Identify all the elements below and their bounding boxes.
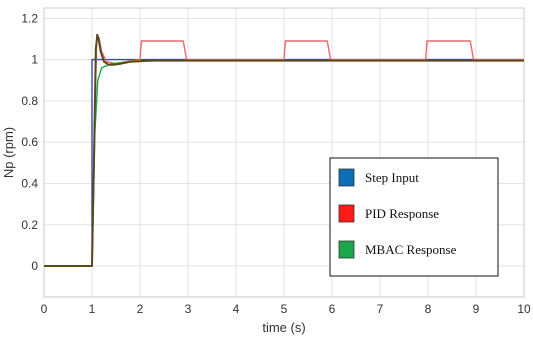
legend-swatch	[338, 168, 355, 187]
y-tick-label: 0	[31, 259, 38, 273]
x-tick-label: 1	[89, 302, 96, 316]
legend-label: MBAC Response	[365, 242, 457, 257]
plot-area	[43, 7, 525, 298]
legend: Step Input PID Response MBAC Response	[329, 157, 499, 277]
legend-box	[329, 157, 499, 277]
axis-ticks: 0 1 2 3 4 5 6 7 8 9 10 0 0.2 0.4 0.6 0.8 1 1.2	[21, 11, 531, 316]
y-tick-label: 0.6	[21, 135, 38, 149]
x-tick-label: 7	[377, 302, 384, 316]
x-axis-label: time (s)	[262, 320, 305, 335]
x-tick-label: 0	[41, 302, 48, 316]
plot-border	[43, 7, 525, 298]
series-group	[44, 33, 524, 267]
y-axis-label: Np (rpm)	[1, 127, 16, 178]
legend-label: PID Response	[365, 206, 439, 221]
x-tick-label: 2	[137, 302, 144, 316]
y-tick-label: 1.2	[21, 11, 38, 25]
x-tick-label: 4	[233, 302, 240, 316]
x-tick-label: 3	[185, 302, 192, 316]
y-tick-label: 0.8	[21, 94, 38, 108]
y-tick-label: 1	[31, 53, 38, 67]
legend-swatch	[338, 240, 355, 259]
series-line-unlabeled	[44, 33, 524, 267]
x-tick-label: 10	[517, 302, 531, 316]
x-tick-label: 5	[281, 302, 288, 316]
legend-label: Step Input	[365, 170, 419, 185]
y-tick-label: 0.4	[21, 176, 38, 190]
x-tick-label: 9	[473, 302, 480, 316]
y-tick-label: 0.2	[21, 218, 38, 232]
legend-swatch	[338, 204, 355, 223]
x-tick-label: 8	[425, 302, 432, 316]
x-tick-label: 6	[329, 302, 336, 316]
